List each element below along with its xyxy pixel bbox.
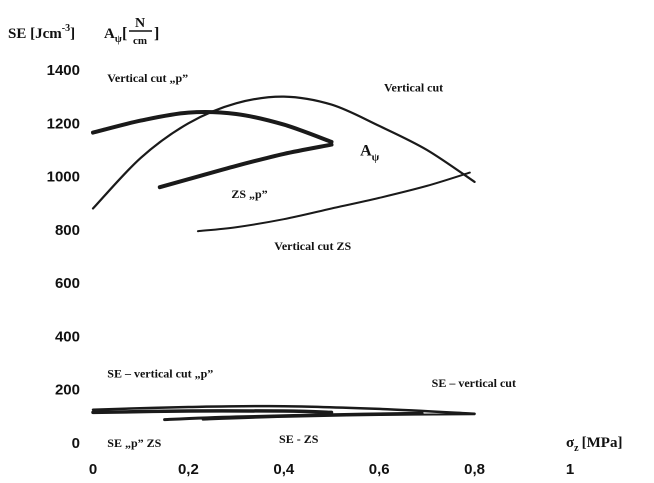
series-line-vertical-cut-zs [196, 171, 471, 233]
annotation-ann-zs-p: ZS „p” [231, 187, 267, 201]
annotation-ann-vertical-cut-p: Vertical cut „p” [107, 71, 188, 85]
curve-annotations: Vertical cut „p” Vertical cut ZS „p” Vertic… [107, 71, 516, 450]
y-axis-label-a-subscript: ψ [115, 34, 122, 45]
x-axis-label-sigma: σ [566, 435, 575, 451]
svg-text:Aψ: Aψ [360, 142, 380, 163]
x-axis-label-unit: [MPa] [582, 435, 623, 451]
y-axis-label-se-close: ] [70, 26, 75, 42]
y-axis-ticks: 0 200 400 600 800 1000 1200 1400 [47, 62, 80, 452]
y-tick-label: 800 [55, 222, 80, 239]
y-tick-label: 1400 [47, 62, 80, 79]
x-tick-label: 0,4 [273, 461, 295, 478]
a-psi-label: Aψ [360, 142, 380, 163]
y-tick-label: 600 [55, 275, 80, 292]
y-tick-label: 1200 [47, 115, 80, 132]
annotation-ann-se-vertical-cut-p: SE – vertical cut „p” [107, 367, 213, 381]
series-line-se-vertical-cut-p [91, 409, 334, 415]
annotation-ann-vertical-cut: Vertical cut [384, 80, 443, 94]
annotation-ann-se-p-zs: SE „p” ZS [107, 436, 161, 450]
series-line-vertical-cut-p [91, 110, 334, 144]
a-psi-label-subscript: ψ [372, 151, 380, 163]
y-axis-label: SE [Jcm-3] Aψ [ N cm ] [8, 16, 159, 47]
y-axis-label-close-bracket: ] [154, 25, 159, 42]
series-line-se-zs [201, 413, 476, 421]
y-tick-label: 400 [55, 328, 80, 345]
y-tick-label: 1000 [47, 169, 80, 186]
annotation-ann-se-zs: SE - ZS [279, 432, 319, 446]
series-line-se-vertical-cut [91, 404, 476, 415]
x-tick-label: 0,2 [178, 461, 199, 478]
x-tick-label: 0 [89, 461, 97, 478]
y-axis-label-fraction-denominator: cm [133, 35, 147, 47]
y-tick-label: 200 [55, 382, 80, 399]
a-psi-label-a: A [360, 142, 372, 159]
y-axis-label-se: SE [Jcm [8, 26, 62, 42]
y-tick-label: 0 [72, 435, 80, 452]
x-tick-label: 0,6 [369, 461, 390, 478]
svg-text:σz[MPa]: σz [MPa] [566, 435, 622, 454]
x-tick-label: 1 [566, 461, 574, 478]
y-axis-label-fraction-numerator: N [135, 16, 145, 31]
series-line-zs-p [157, 142, 334, 190]
series-line-vertical-cut [91, 95, 476, 210]
x-tick-label: 0,8 [464, 461, 485, 478]
x-axis-ticks: 0 0,2 0,4 0,6 0,8 1 [89, 461, 574, 478]
x-axis-label: σz [MPa] [566, 435, 622, 454]
svg-text:Aψ: Aψ [104, 26, 122, 45]
series-line-se-p-zs [163, 411, 424, 422]
annotation-ann-se-vertical-cut: SE – vertical cut [432, 376, 516, 390]
svg-text:SE [Jcm-3]: SE [Jcm-3] [8, 23, 75, 42]
annotation-ann-vertical-cut-zs: Vertical cut ZS [274, 239, 351, 253]
y-axis-label-open-bracket: [ [122, 25, 127, 42]
x-axis-label-subscript: z [574, 443, 579, 454]
series-lines [91, 95, 476, 422]
y-axis-label-a: A [104, 26, 115, 42]
y-axis-label-se-exponent: -3 [62, 23, 70, 34]
